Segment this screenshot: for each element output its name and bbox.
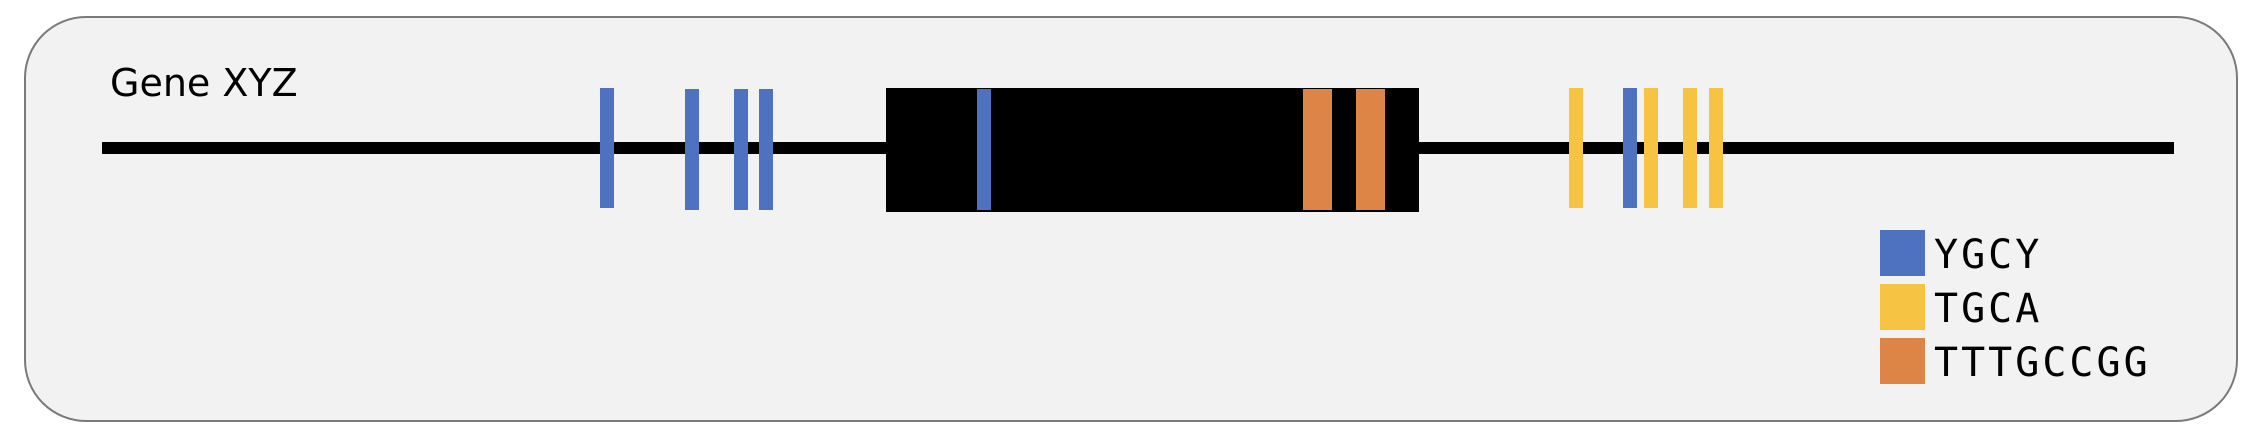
gene-label: Gene XYZ <box>110 61 298 105</box>
motif-markers <box>600 88 1723 210</box>
motif-mark-ygcy <box>734 89 748 210</box>
motif-mark-tgca <box>1709 88 1723 208</box>
motif-mark-ygcy <box>685 89 699 210</box>
exon-block <box>886 88 1419 212</box>
motif-mark-tgca <box>1569 88 1583 208</box>
legend-item-tgca: TGCA <box>1880 284 2200 332</box>
motif-mark-tgca <box>1644 88 1658 208</box>
motif-mark-tttgccgg <box>1303 89 1332 210</box>
motif-mark-ygcy <box>759 89 773 210</box>
legend-swatch-tttgccgg <box>1880 338 1925 384</box>
motif-mark-tttgccgg <box>1356 89 1385 210</box>
diagram-panel <box>24 16 2238 422</box>
legend-label-tgca: TGCA <box>1934 286 2043 332</box>
motif-mark-ygcy <box>600 88 614 208</box>
motif-mark-ygcy <box>977 89 991 210</box>
legend-label-tttgccgg: TTTGCCGG <box>1934 340 2151 386</box>
legend-swatch-tgca <box>1880 284 1925 330</box>
legend-item-ygcy: YGCY <box>1880 230 2200 278</box>
motif-mark-tgca <box>1683 88 1697 208</box>
legend-swatch-ygcy <box>1880 230 1925 276</box>
motif-mark-ygcy <box>1623 88 1637 208</box>
legend-item-tttgccgg: TTTGCCGG <box>1880 338 2200 386</box>
legend-label-ygcy: YGCY <box>1934 232 2043 278</box>
